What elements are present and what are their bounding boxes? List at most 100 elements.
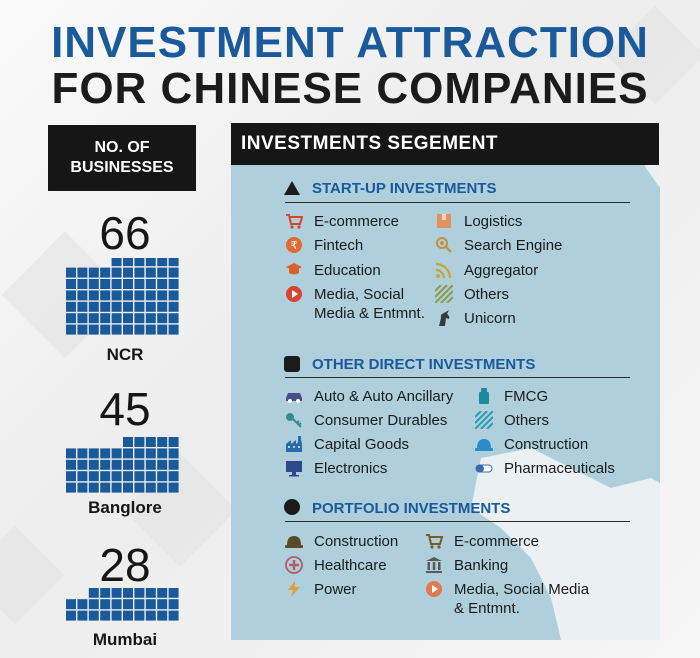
- business-unit: [100, 448, 111, 459]
- business-unit: [168, 279, 179, 289]
- business-unit: [168, 588, 179, 598]
- business-unit: [111, 599, 122, 610]
- business-unit: [66, 324, 76, 335]
- business-unit: [111, 301, 122, 312]
- title-line-2: FOR CHINESE COMPANIES: [51, 64, 649, 113]
- monitor-icon: [284, 459, 304, 477]
- business-unit: [100, 599, 111, 610]
- business-unit: [77, 459, 88, 470]
- city-count-mumbai: 28: [99, 539, 151, 591]
- business-unit: [134, 588, 145, 598]
- graduation-cap-icon: [284, 261, 304, 279]
- business-unit: [77, 324, 88, 335]
- business-unit: [134, 448, 145, 459]
- stripes-icon: [434, 285, 454, 303]
- segment-item-label: Power: [314, 581, 357, 598]
- business-unit: [77, 301, 88, 312]
- segment-item: Construction: [474, 435, 588, 454]
- segment-item: E-commerce: [284, 212, 399, 231]
- business-unit: [111, 471, 122, 482]
- business-unit: [157, 599, 168, 610]
- business-unit: [168, 599, 179, 610]
- business-unit: [168, 610, 179, 621]
- segment-item-label: Education: [314, 262, 381, 279]
- segment-item: Pharmaceuticals: [474, 459, 615, 478]
- business-unit: [157, 482, 168, 493]
- business-unit: [77, 448, 88, 459]
- business-unit: [134, 610, 145, 621]
- business-unit: [145, 437, 156, 447]
- segment-item-label: FMCG: [504, 388, 549, 405]
- segment-item: E-commerce: [424, 532, 539, 551]
- business-unit: [66, 471, 76, 482]
- business-unit: [168, 267, 179, 278]
- business-unit: [77, 267, 88, 278]
- business-unit: [145, 279, 156, 289]
- business-unit: [66, 279, 76, 289]
- business-unit: [123, 459, 133, 470]
- business-unit: [88, 313, 99, 324]
- business-unit: [100, 482, 111, 493]
- business-unit: [66, 290, 76, 301]
- business-unit: [168, 258, 179, 267]
- business-unit: [111, 290, 122, 301]
- section-title-portfolio: PORTFOLIO INVESTMENTS: [312, 500, 511, 517]
- segment-item-label: Unicorn: [464, 310, 516, 327]
- business-unit: [134, 324, 145, 335]
- business-unit: [100, 610, 111, 621]
- business-unit: [145, 459, 156, 470]
- business-unit: [123, 610, 133, 621]
- business-unit: [145, 482, 156, 493]
- rupee-coin-icon: ₹: [284, 236, 304, 254]
- business-unit: [134, 279, 145, 289]
- segment-item-label: Pharmaceuticals: [504, 460, 615, 477]
- business-unit: [157, 290, 168, 301]
- business-unit: [111, 313, 122, 324]
- unicorn-icon: [434, 309, 454, 327]
- business-unit: [168, 482, 179, 493]
- business-unit: [88, 448, 99, 459]
- factory-icon: [284, 435, 304, 453]
- business-unit: [145, 448, 156, 459]
- business-unit: [145, 599, 156, 610]
- business-unit: [157, 279, 168, 289]
- business-unit: [157, 324, 168, 335]
- cart-icon: [284, 212, 304, 230]
- business-unit: [134, 599, 145, 610]
- business-unit: [168, 290, 179, 301]
- businesses-header-line-1: NO. OF: [94, 139, 150, 156]
- segment-item-label: Consumer Durables: [314, 412, 448, 429]
- business-unit: [66, 301, 76, 312]
- business-unit: [100, 324, 111, 335]
- business-unit: [123, 471, 133, 482]
- businesses-header-line-2: BUSINESSES: [70, 159, 174, 176]
- segment-item: Media, Social Media & Entmnt.: [424, 580, 589, 618]
- segment-item-label: Aggregator: [464, 262, 539, 279]
- segment-item: Auto & Auto Ancillary: [284, 387, 453, 406]
- business-unit: [100, 588, 111, 598]
- business-unit: [88, 290, 99, 301]
- square-icon: [284, 356, 300, 372]
- segment-item: ₹ Fintech: [284, 236, 363, 255]
- business-unit: [66, 267, 76, 278]
- business-unit: [100, 301, 111, 312]
- business-unit: [134, 459, 145, 470]
- business-unit: [123, 437, 133, 447]
- business-unit: [123, 301, 133, 312]
- business-unit: [134, 437, 145, 447]
- business-unit: [88, 588, 99, 598]
- segment-item: Healthcare: [284, 556, 387, 575]
- medical-cross-icon: [284, 556, 304, 574]
- business-unit: [66, 482, 76, 493]
- business-unit: [134, 258, 145, 267]
- segment-item: FMCG: [474, 387, 548, 406]
- triangle-icon: [284, 181, 300, 195]
- segment-item-label: Healthcare: [314, 557, 387, 574]
- business-unit: [111, 324, 122, 335]
- business-unit: [88, 301, 99, 312]
- business-unit: [77, 610, 88, 621]
- business-unit: [88, 279, 99, 289]
- business-unit: [145, 290, 156, 301]
- business-unit: [77, 313, 88, 324]
- business-unit: [134, 313, 145, 324]
